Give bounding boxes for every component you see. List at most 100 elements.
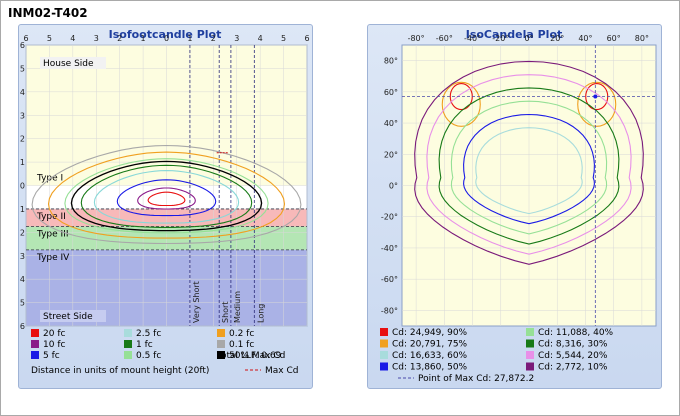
contour-cd-11-088-40 (450, 100, 608, 235)
contour-20-fc (147, 191, 186, 207)
legend-swatch-0-2-fc (217, 329, 225, 337)
isocandela-chart: IsoCandela Plot -80° -60° -40° -20° 0° 20° 40° 6… (380, 28, 657, 384)
x-tick-label: 4 (70, 34, 75, 43)
x-tick-label: 80° (635, 34, 649, 43)
distance-label-medium: Medium (233, 291, 242, 323)
y-tick-label: 1 (20, 205, 25, 214)
total-llf: Total LLF: 0.69 (216, 351, 282, 361)
legend-swatch-cd-13-860-50 (380, 362, 388, 371)
footer-distance: Distance in units of mount height (20ft) (31, 366, 209, 376)
contour-0-2-fc (47, 151, 286, 239)
legend-label-1-fc: 1 fc (136, 340, 153, 350)
y-tick-label: -40° (381, 244, 398, 253)
legend-label-0-5-fc: 0.5 fc (136, 351, 161, 361)
house-side-label: House Side (43, 59, 94, 69)
distance-label-very-short: Very Short (192, 281, 201, 323)
y-tick-label: 3 (20, 111, 25, 120)
contour-2-5-fc (93, 170, 240, 224)
y-tick-label: 6 (20, 41, 25, 50)
x-tick-label: -60° (436, 34, 453, 43)
legend-label-cd-24-949-90: Cd: 24,949, 90% (392, 328, 468, 338)
legend-label-cd-16-633-60: Cd: 16,633, 60% (392, 351, 468, 361)
legend-swatch-cd-8-316-30 (526, 339, 534, 348)
y-tick-label: 60° (384, 88, 398, 97)
legend-swatch-cd-2-772-10 (526, 362, 534, 371)
distance-label-short: Short (221, 302, 230, 323)
contour-1-fc (80, 164, 253, 228)
legend-label-cd-8-316-30: Cd: 8,316, 30% (538, 340, 608, 350)
contour-5-fc (116, 179, 217, 217)
x-tick-label: 2 (211, 34, 216, 43)
y-tick-label: 5 (20, 64, 25, 73)
legend-swatch-cd-11-088-40 (526, 328, 534, 336)
y-tick-label: 20° (384, 150, 398, 159)
legend-label-cd-5-544-20: Cd: 5,544, 20% (538, 351, 608, 361)
y-tick-label: 4 (20, 275, 25, 284)
isocandela-panel: IsoCandela Plot -80° -60° -40° -20° 0° 20° 40° 6… (367, 24, 662, 389)
legend-swatch-0-1-fc (217, 340, 225, 348)
band-label-type-iv: Type IV (36, 253, 70, 263)
legend-label-cd-11-088-40: Cd: 11,088, 40% (538, 328, 614, 338)
legend-swatch-1-fc (124, 340, 132, 348)
y-tick-label: -80° (381, 306, 398, 315)
legend-label-20-fc: 20 fc (43, 329, 65, 339)
legend-label-10-fc: 10 fc (43, 340, 65, 350)
contour-cd-8-316-30 (438, 87, 620, 245)
x-tick-label: -40° (464, 34, 481, 43)
x-tick-label: 1 (187, 34, 192, 43)
x-tick-label: 6 (23, 34, 28, 43)
contour-50-max-cd (70, 160, 263, 232)
max-point-label: Point of Max Cd: 27,872.2 (418, 374, 534, 384)
x-tick-label: 5 (281, 34, 286, 43)
contour-cd-13-860-50 (463, 113, 595, 225)
legend-swatch-10-fc (31, 340, 39, 348)
y-tick-label: 1 (20, 158, 25, 167)
legend-label-cd-2-772-10: Cd: 2,772, 10% (538, 363, 608, 373)
contour-cd-5-544-20 (426, 74, 632, 255)
house-side-label-bg (40, 57, 106, 69)
x-tick-label: -80° (408, 34, 425, 43)
street-side-label: Street Side (43, 312, 93, 322)
legend-swatch-cd-24-949-90 (380, 328, 388, 336)
contour-cd-16-633-60 (475, 127, 583, 215)
x-tick-label: 60° (607, 34, 621, 43)
legend-label-50-max-cd: 50% Max Cd (229, 351, 285, 361)
legend-swatch-0-5-fc (124, 351, 132, 359)
x-tick-label: 6 (304, 34, 309, 43)
band-label-type-iii: Type III (36, 229, 69, 239)
y-tick-label: -20° (381, 213, 398, 222)
legend-swatch-cd-5-544-20 (526, 351, 534, 359)
x-tick-label: 5 (47, 34, 52, 43)
y-tick-label: 3 (20, 252, 25, 261)
x-tick-label: -20° (492, 34, 509, 43)
x-tick-label: 3 (94, 34, 99, 43)
y-tick-label: 6 (20, 322, 25, 331)
isofootcandle-panel: Isofootcandle Plot 6 5 4 3 2 1 0 1 2 3 4 5 6 6 5 4 3 2 1 0 1 2… (18, 24, 313, 389)
legend-label-cd-13-860-50: Cd: 13,860, 50% (392, 363, 468, 373)
y-tick-label: 80° (384, 57, 398, 66)
window-title: INM02-T402 (8, 6, 88, 20)
y-tick-label: 4 (20, 88, 25, 97)
contour-0-5-fc (64, 158, 269, 234)
legend-swatch-2-5-fc (124, 329, 132, 337)
x-tick-label: 20° (550, 34, 564, 43)
isofootcandle-title: Isofootcandle Plot (109, 28, 222, 41)
contour-cd-20-791-75 (577, 81, 617, 127)
x-tick-label: 2 (117, 34, 122, 43)
y-tick-label: 5 (20, 299, 25, 308)
contour-10-fc (137, 187, 196, 210)
y-tick-label: 0 (20, 182, 25, 191)
max-point-marker (593, 94, 598, 99)
legend-swatch-50-max-cd (217, 351, 225, 359)
contour-cd-20-791-75 (441, 81, 481, 127)
legend-swatch-5-fc (31, 351, 39, 359)
y-tick-label: 2 (20, 135, 25, 144)
distance-label-long: Long (256, 304, 265, 323)
band-label-type-ii: Type II (36, 212, 66, 222)
legend-swatch-20-fc (31, 329, 39, 337)
x-tick-label: 4 (258, 34, 263, 43)
legend-label-0-1-fc: 0.1 fc (229, 340, 254, 350)
legend-swatch-cd-20-791-75 (380, 339, 388, 348)
